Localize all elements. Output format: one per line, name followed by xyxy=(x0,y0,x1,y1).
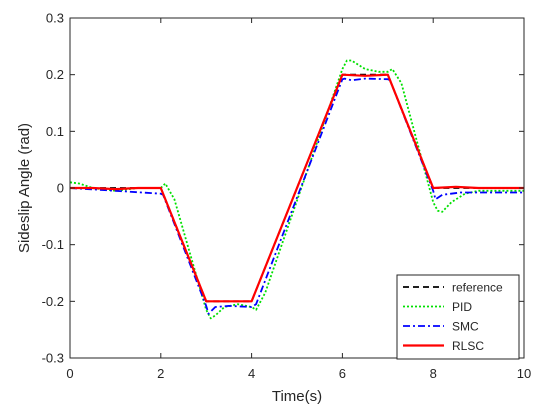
y-tick-label: 0.2 xyxy=(46,67,64,82)
y-tick-label: -0.2 xyxy=(42,294,64,309)
legend: reference PID SMC RLSC xyxy=(396,274,520,360)
series-layer xyxy=(69,59,524,320)
series-line-rlsc xyxy=(70,73,524,303)
y-tick-label: 0.1 xyxy=(46,124,64,139)
x-axis-label: Time(s) xyxy=(272,388,322,405)
y-axis-label: Sideslip Angle (rad) xyxy=(16,123,33,253)
x-tick-label: 8 xyxy=(430,366,437,381)
y-tick-label: 0 xyxy=(57,181,64,196)
legend-label-pid: PID xyxy=(452,300,472,314)
y-tick-label: -0.3 xyxy=(42,351,64,366)
axis-ticks: 0 2 4 6 8 10 -0.3 -0.2 -0.1 0 0.1 0.2 0.3 xyxy=(42,11,532,382)
series-line-pid xyxy=(69,59,524,320)
x-tick-label: 0 xyxy=(66,366,73,381)
y-tick-label: 0.3 xyxy=(46,11,64,26)
y-tick-label: -0.1 xyxy=(42,237,64,252)
x-tick-label: 4 xyxy=(248,366,255,381)
legend-label-rlsc: RLSC xyxy=(452,339,484,353)
x-tick-label: 2 xyxy=(157,366,164,381)
x-tick-label: 10 xyxy=(517,366,531,381)
legend-label-smc: SMC xyxy=(452,320,479,334)
x-tick-label: 6 xyxy=(339,366,346,381)
legend-label-reference: reference xyxy=(452,281,503,295)
